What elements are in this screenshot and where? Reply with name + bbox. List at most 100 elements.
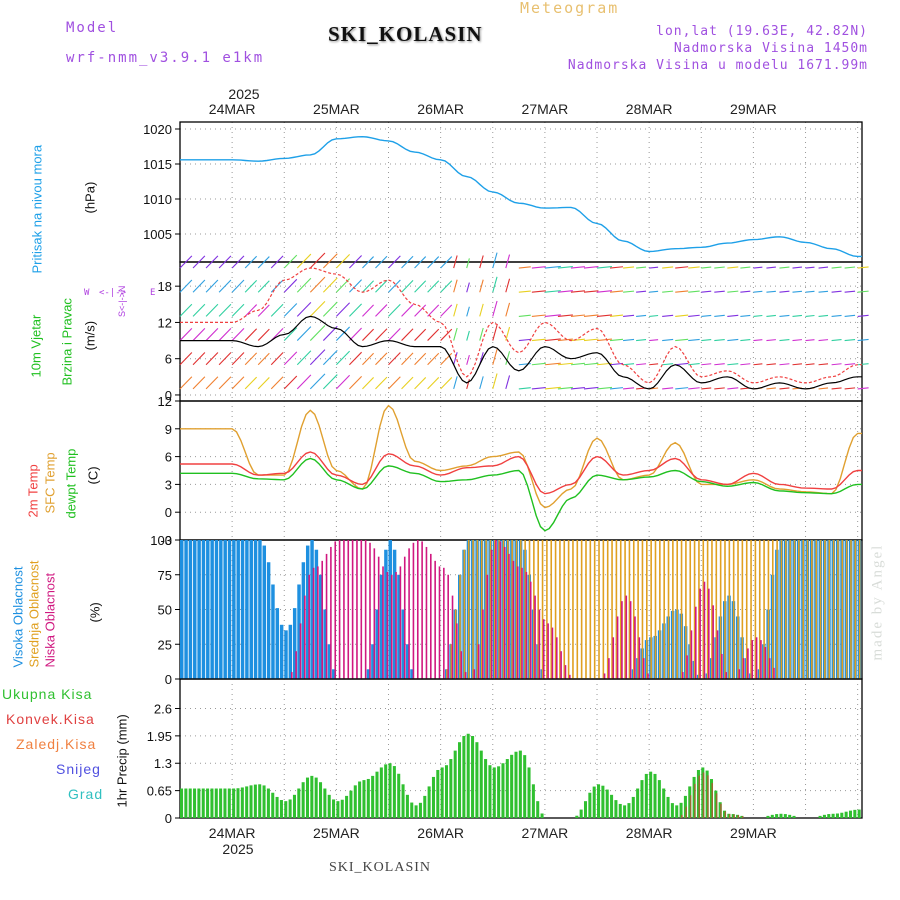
wind-barb: [662, 338, 674, 342]
cloud-mid-bar: [845, 540, 848, 679]
y-tick-label: 9: [165, 422, 172, 437]
wind-barb: [557, 290, 573, 293]
wind-barb: [779, 339, 790, 342]
precip-total-bar: [788, 814, 792, 818]
wind-barb: [779, 314, 790, 317]
cloud-mid-bar: [646, 540, 648, 679]
precip-total-bar: [666, 796, 670, 818]
precip-total-bar: [610, 794, 614, 818]
cloud-mid-bar: [763, 540, 765, 679]
wind-barb: [609, 266, 624, 269]
wind-barb: [257, 352, 270, 366]
precip-total-bar: [675, 805, 679, 818]
wind-barb: [414, 352, 427, 366]
precip-total-bar: [397, 773, 401, 818]
wind-barb: [427, 280, 440, 293]
wind-barb: [531, 362, 546, 366]
precip-total-bar: [835, 813, 839, 818]
wind-barb: [818, 387, 829, 390]
wind-barb: [179, 352, 193, 366]
cloud-low-bar: [634, 616, 636, 679]
cloud-mid-bar: [537, 540, 540, 679]
cloud-low-bar: [290, 672, 293, 679]
cloud-mid-bar: [502, 540, 505, 679]
wind-barb: [609, 314, 624, 317]
cloud-low-bar: [373, 548, 376, 679]
wind-barb: [362, 256, 374, 269]
wind-barb: [283, 327, 298, 341]
cloud-mid-bar: [728, 540, 731, 679]
cloud-high-bar: [305, 545, 310, 679]
y-tick-label: 1.95: [147, 729, 172, 744]
wind-barb: [349, 375, 363, 390]
cloud-mid-bar: [737, 540, 739, 679]
wind-barb: [675, 362, 689, 366]
wind-barb: [531, 290, 546, 293]
precip-total-bar: [284, 801, 288, 818]
cloud-low-bar: [629, 601, 632, 679]
precip-total-bar: [332, 799, 336, 818]
wind-barb: [818, 266, 829, 269]
wind-barb: [414, 256, 427, 269]
cloud-mid-bar: [624, 540, 626, 679]
wind-barb: [401, 279, 414, 293]
bottom-year-label: 2025: [222, 841, 253, 857]
wind-barb: [218, 352, 232, 366]
precip-total-bar: [449, 759, 453, 818]
cloud-low-bar: [529, 581, 532, 679]
wind-barb: [623, 363, 635, 366]
cloud-mid-bar: [767, 540, 770, 679]
wind-barb: [401, 328, 414, 341]
wind-barb: [375, 328, 388, 341]
top-day-label: 28MAR: [626, 101, 673, 117]
wind-barb: [414, 328, 427, 341]
wind-barb: [857, 363, 869, 366]
legend-freezing-rain: Zaledj.Kisa: [16, 736, 97, 752]
y-tick-label: 3: [165, 477, 172, 492]
y-tick-label: -3: [160, 533, 172, 548]
wind-barb: [636, 290, 647, 293]
bottom-day-label: 24MAR: [209, 825, 256, 841]
precip-convective-bar: [741, 816, 744, 818]
wind-barb: [688, 387, 700, 390]
cloud-mid-bar: [650, 540, 652, 679]
panel-cloud_cover: 0 25 50 75 100: [150, 533, 863, 687]
cloud-mid-bar: [641, 540, 644, 679]
cloud-high-bar: [275, 608, 280, 679]
wind-barb: [570, 314, 585, 317]
cloud-mid-bar: [711, 540, 713, 679]
wind-barb: [179, 303, 193, 317]
wind-barb: [766, 314, 776, 317]
cloud-mid-bar: [528, 540, 531, 679]
cloud-mid-bar: [776, 540, 778, 679]
wind-barb: [727, 387, 739, 390]
panel-frame: [179, 261, 863, 402]
cloud-mid-bar: [732, 540, 735, 679]
wind-barb: [322, 374, 338, 390]
cloud-low-bar: [408, 548, 410, 679]
cloud-low-bar: [473, 669, 476, 679]
precip-total-bar: [848, 810, 853, 818]
y-tick-label: 2.6: [154, 701, 172, 716]
cloud-low-bar: [499, 541, 502, 679]
cloud-mid-bar: [467, 540, 470, 679]
wind-barb: [401, 255, 414, 269]
cloud-mid-bar: [754, 540, 757, 679]
wind-barb: [244, 304, 258, 317]
wind-barb: [179, 376, 193, 390]
wind-barb: [857, 290, 869, 293]
wind-barb: [831, 387, 842, 390]
wind-barb: [792, 266, 803, 269]
wind-barb: [844, 266, 856, 269]
wind-barb: [544, 314, 561, 317]
wind-barb: [296, 302, 312, 317]
bottom-day-label: 29MAR: [730, 825, 777, 841]
cloud-high-bar: [310, 540, 314, 679]
wind-barb: [388, 376, 401, 390]
wind-barb: [740, 266, 751, 269]
wind-barb: [831, 266, 842, 269]
wind-barb: [857, 266, 869, 269]
wind-barb: [714, 314, 725, 317]
wind-barb: [623, 314, 635, 317]
cloud-mid-bar: [585, 540, 587, 679]
